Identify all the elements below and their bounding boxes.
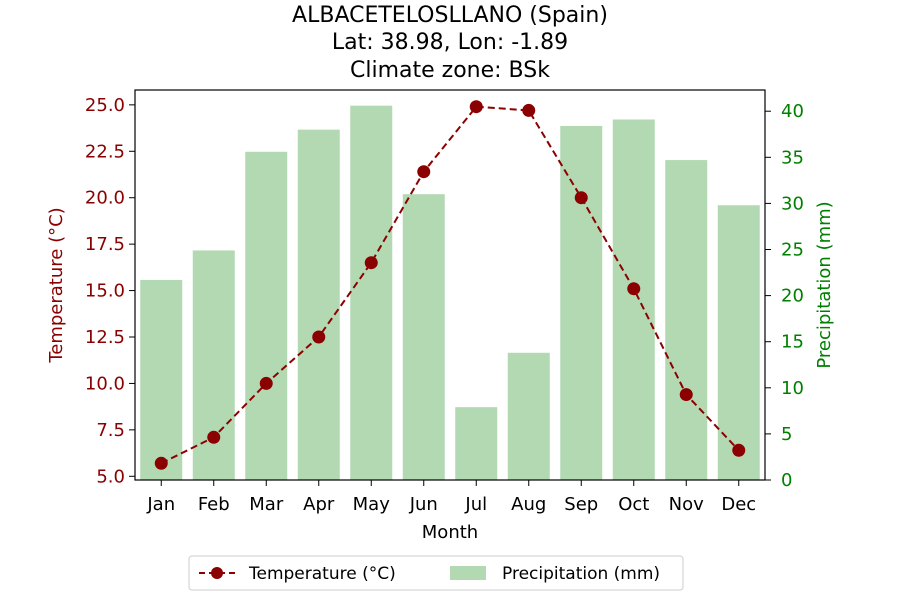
precipitation-bars bbox=[140, 105, 760, 481]
temperature-line-path bbox=[160, 105, 740, 465]
x-tick-label: Mar bbox=[249, 494, 284, 515]
x-tick-label: Dec bbox=[721, 494, 756, 515]
y-right-tick-label: 30 bbox=[781, 193, 804, 214]
chart-title-line-1: ALBACETELOSLLANO (Spain) bbox=[292, 3, 608, 28]
y-right-tick-label: 20 bbox=[781, 286, 804, 307]
x-tick-label: Jan bbox=[146, 494, 175, 515]
precipitation-bar bbox=[350, 105, 393, 481]
x-tick-label: Sep bbox=[564, 494, 598, 515]
y-right-tick-label: 35 bbox=[781, 147, 804, 168]
legend-frame bbox=[188, 555, 684, 591]
y-left-tick-label: 25.0 bbox=[85, 95, 125, 116]
temperature-line bbox=[154, 100, 746, 470]
precipitation-bar bbox=[717, 205, 760, 480]
temperature-point bbox=[207, 430, 221, 444]
x-tick-label: Nov bbox=[669, 494, 704, 515]
precipitation-bar bbox=[245, 151, 288, 480]
y-right-tick-label: 25 bbox=[781, 240, 804, 261]
y-axis-right: 0 5 10 15 20 25 30 35 40 bbox=[765, 101, 804, 491]
x-tick-label: Jun bbox=[409, 494, 438, 515]
temperature-point bbox=[154, 456, 168, 470]
legend-temperature-marker-icon bbox=[211, 567, 223, 579]
precipitation-bar bbox=[507, 352, 550, 480]
y-axis-left-label: Temperature (°C) bbox=[46, 207, 67, 363]
y-left-tick-label: 10.0 bbox=[85, 373, 125, 394]
temperature-point bbox=[732, 443, 746, 457]
legend-temperature-label: Temperature (°C) bbox=[248, 564, 396, 584]
y-left-tick-label: 15.0 bbox=[85, 281, 125, 302]
temperature-point bbox=[259, 376, 273, 390]
legend-precipitation-label: Precipitation (mm) bbox=[502, 564, 660, 584]
temperature-point bbox=[312, 330, 326, 344]
y-left-tick-label: 7.5 bbox=[96, 420, 125, 441]
y-right-tick-label: 40 bbox=[781, 101, 804, 122]
plot-frame bbox=[134, 89, 766, 481]
y-left-tick-label: 12.5 bbox=[85, 327, 125, 348]
y-right-tick-label: 15 bbox=[781, 332, 804, 353]
precipitation-bar bbox=[455, 407, 498, 480]
temperature-point bbox=[627, 282, 641, 296]
temperature-point bbox=[417, 165, 431, 179]
y-left-tick-label: 5.0 bbox=[96, 466, 125, 487]
precipitation-bar bbox=[402, 194, 445, 480]
legend-precipitation-swatch-icon bbox=[450, 566, 486, 580]
temperature-point bbox=[574, 191, 588, 205]
y-right-tick-label: 5 bbox=[781, 424, 792, 445]
x-tick-label: Aug bbox=[511, 494, 546, 515]
x-tick-label: Jul bbox=[464, 494, 487, 515]
precipitation-bar bbox=[665, 160, 708, 480]
y-axis-right-label: Precipitation (mm) bbox=[814, 201, 835, 368]
y-axis-left: 5.0 7.5 10.0 12.5 15.0 17.5 20.0 22.5 25.0 bbox=[85, 95, 135, 487]
y-left-tick-label: 20.0 bbox=[85, 188, 125, 209]
temperature-point bbox=[469, 100, 483, 114]
x-tick-label: May bbox=[353, 494, 391, 515]
x-axis-label: Month bbox=[422, 522, 478, 543]
chart-title-line-3: Climate zone: BSk bbox=[350, 58, 550, 83]
temperature-point bbox=[364, 256, 378, 270]
x-tick-label: Feb bbox=[198, 494, 230, 515]
temperature-point bbox=[679, 388, 693, 402]
legend: Temperature (°C) Precipitation (mm) bbox=[188, 555, 684, 591]
precipitation-bar bbox=[192, 250, 235, 480]
chart-title-line-2: Lat: 38.98, Lon: -1.89 bbox=[332, 30, 568, 55]
precipitation-bar bbox=[297, 129, 340, 480]
y-left-tick-label: 17.5 bbox=[85, 234, 125, 255]
chart-title: ALBACETELOSLLANO (Spain) Lat: 38.98, Lon… bbox=[292, 3, 608, 83]
x-axis: Jan Feb Mar Apr May Jun Jul Aug Sep Oct Nov Dec bbox=[146, 480, 756, 515]
temperature-point bbox=[522, 103, 536, 117]
precipitation-bar bbox=[560, 125, 603, 481]
y-right-tick-label: 10 bbox=[781, 378, 804, 399]
x-tick-label: Oct bbox=[618, 494, 649, 515]
precipitation-bar bbox=[140, 279, 183, 480]
x-tick-label: Apr bbox=[303, 494, 335, 515]
precipitation-bar bbox=[612, 119, 655, 480]
y-left-tick-label: 22.5 bbox=[85, 141, 125, 162]
y-right-tick-label: 0 bbox=[781, 470, 792, 491]
